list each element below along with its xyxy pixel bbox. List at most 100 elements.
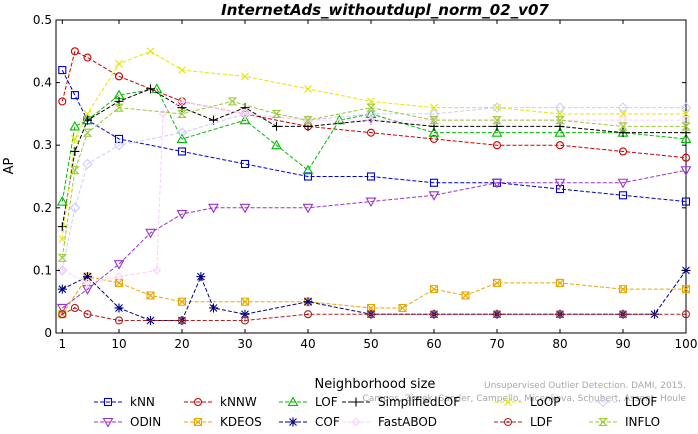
data-point (617, 102, 629, 113)
x-tick-label: 40 (300, 337, 315, 351)
data-point (114, 303, 124, 313)
data-point (146, 291, 155, 300)
data-point (461, 291, 470, 300)
data-point (365, 197, 377, 208)
data-point (57, 253, 68, 262)
data-point (115, 59, 123, 68)
legend-item-ldof: LDOF (589, 395, 657, 409)
data-point (152, 266, 162, 275)
data-point (114, 316, 124, 325)
x-tick-label: 90 (615, 337, 630, 351)
legend-label: COF (315, 415, 340, 429)
data-point (70, 47, 79, 56)
series-line (61, 88, 686, 227)
data-point (430, 285, 438, 294)
series-line (62, 169, 687, 309)
data-point (58, 310, 67, 319)
y-tick-label: 0 (44, 326, 52, 340)
data-point (115, 279, 123, 287)
data-point (114, 134, 124, 143)
data-point (493, 279, 501, 287)
data-point (239, 203, 251, 214)
data-point (57, 284, 67, 294)
data-point (177, 97, 187, 106)
legend-label: ODIN (130, 415, 161, 429)
data-point-dot (61, 313, 64, 316)
data-point (617, 178, 629, 189)
data-point (367, 304, 375, 312)
data-point (428, 191, 440, 201)
data-point (114, 103, 124, 112)
data-point (504, 398, 512, 406)
series-loop (58, 47, 690, 243)
legend-label: LOF (315, 395, 338, 409)
data-point (113, 260, 125, 270)
data-point (208, 203, 219, 214)
data-point (240, 109, 250, 119)
x-tick-label: 80 (552, 337, 567, 351)
data-point (491, 178, 503, 189)
data-point (681, 153, 691, 162)
data-point (57, 222, 67, 232)
data-point (239, 114, 251, 125)
data-point (681, 122, 691, 131)
data-point (176, 133, 188, 143)
series-line (61, 50, 686, 240)
data-point (287, 396, 299, 407)
data-point (239, 108, 251, 120)
legend-label: kNN (130, 395, 155, 409)
data-point (429, 310, 439, 319)
data-point-dot (307, 313, 309, 316)
data-point (681, 197, 691, 206)
data-point (492, 278, 502, 287)
data-point (83, 278, 92, 288)
data-point (303, 116, 313, 125)
data-point (492, 310, 502, 319)
data-point (227, 97, 238, 106)
data-point (681, 285, 691, 294)
data-point-dot (507, 421, 509, 423)
legend-label: kNNW (220, 395, 257, 409)
data-point (178, 66, 186, 74)
data-point (240, 316, 250, 325)
x-tick-label: 20 (174, 337, 189, 351)
data-point (194, 418, 202, 426)
credit-line-1: Unsupervised Outlier Detection. DAMI, 20… (484, 381, 686, 391)
data-point (366, 310, 376, 319)
data-point (555, 141, 565, 150)
data-point (196, 272, 206, 282)
data-point-dot (622, 313, 624, 316)
x-axis: 1 10 20 30 40 50 60 70 80 90 100 (58, 20, 697, 351)
data-point (82, 128, 93, 137)
data-point (398, 304, 407, 312)
data-point (302, 164, 314, 175)
data-point (430, 103, 438, 112)
data-point (302, 114, 314, 126)
data-point (492, 141, 502, 150)
data-point (70, 91, 79, 100)
data-point (103, 397, 113, 407)
data-point (555, 310, 565, 319)
data-point (70, 166, 80, 175)
series-ldof (57, 102, 692, 276)
data-point (556, 279, 564, 287)
legend-item-fastabod: FastABOD (342, 415, 437, 429)
x-tick-label: 70 (489, 337, 504, 351)
legend-item-lof: LOF (279, 395, 338, 409)
data-point (619, 285, 627, 294)
series-simplifiedlof (57, 84, 691, 232)
data-point (618, 285, 628, 294)
data-point (69, 202, 81, 214)
data-point-dot (685, 313, 687, 316)
data-point (555, 116, 565, 125)
y-tick-label: 0.5 (33, 13, 52, 27)
data-point (70, 303, 79, 313)
data-point (680, 133, 692, 143)
legend-label: FastABOD (378, 415, 437, 429)
data-point (398, 303, 407, 313)
series-inflo (57, 97, 691, 262)
data-point (682, 110, 690, 118)
legend-label: SimplifiedLOF (378, 395, 460, 409)
y-tick-label: 0.4 (33, 76, 52, 90)
